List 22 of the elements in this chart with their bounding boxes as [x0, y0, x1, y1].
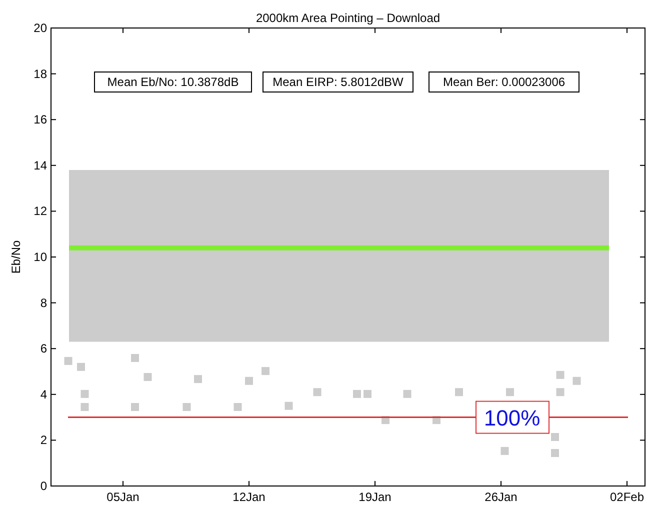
y-tick-label: 8: [40, 296, 48, 310]
annotation: Mean Ber: 0.00023006: [442, 75, 566, 89]
x-tick-label: 02Feb: [610, 490, 644, 504]
x-tick-label: 19Jan: [358, 490, 392, 504]
y-tick-label: 18: [34, 66, 48, 81]
x-tick-label: 12Jan: [232, 490, 266, 504]
x-tick-label: 05Jan: [106, 490, 140, 504]
annotation: 100%: [484, 405, 540, 430]
annotation: Mean Eb/No: 10.3878dB: [107, 75, 239, 89]
y-tick-label: 16: [34, 112, 48, 127]
y-tick-label: 6: [40, 342, 48, 356]
annotation: Mean EIRP: 5.8012dBW: [272, 75, 404, 89]
y-tick-label: 2: [40, 433, 48, 448]
y-tick-label: 10: [34, 250, 48, 264]
y-tick-label: 12: [34, 204, 48, 218]
chart-title: 2000km Area Pointing – Download: [256, 11, 440, 25]
y-tick-label: 14: [34, 158, 48, 172]
y-tick-label: 4: [40, 387, 48, 402]
y-axis-title: Eb/No: [9, 240, 23, 274]
y-tick-label: 0: [40, 479, 48, 493]
y-tick-label: 20: [34, 21, 48, 35]
x-tick-label: 26Jan: [484, 490, 518, 504]
